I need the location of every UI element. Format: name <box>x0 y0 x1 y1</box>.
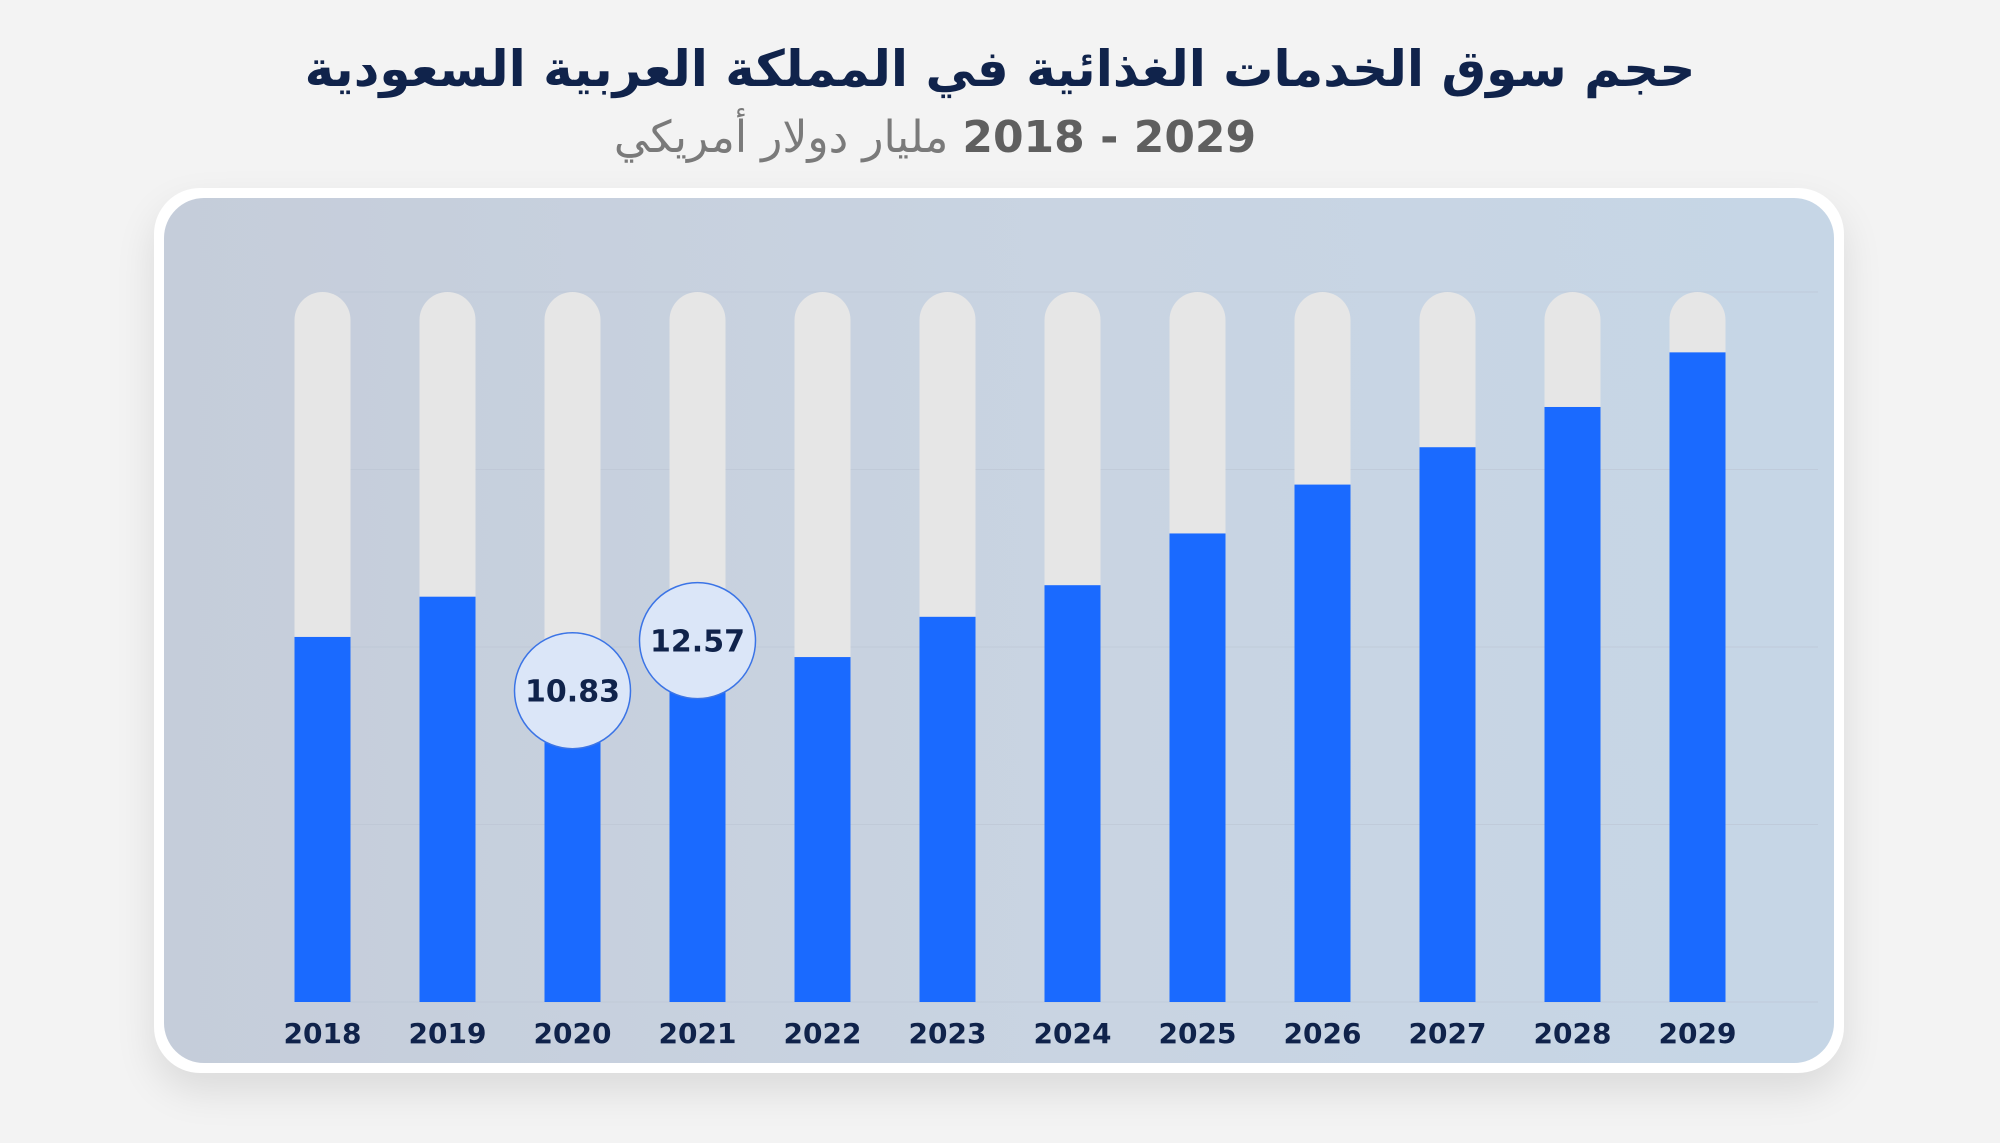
x-axis: 2018 2019 2020 2021 2022 2023 2024 2025 2026 2027… <box>284 1017 1737 1050</box>
bar-2021 <box>669 640 726 1002</box>
bar-2025 <box>1169 533 1226 1002</box>
x-tick-label: 2028 <box>1534 1017 1612 1050</box>
bar-2024 <box>1044 585 1101 1002</box>
x-tick-label: 2029 <box>1659 1017 1737 1050</box>
bar-2023 <box>919 616 976 1002</box>
data-labels: 10.83 12.57 <box>513 581 757 750</box>
x-tick-label: 2022 <box>784 1017 862 1050</box>
x-tick-label: 2023 <box>909 1017 987 1050</box>
bars <box>294 352 1726 1003</box>
bar-2019 <box>419 596 476 1002</box>
bar-2026 <box>1294 484 1351 1003</box>
bar-2028 <box>1544 406 1601 1003</box>
bar-2029 <box>1669 352 1726 1002</box>
x-tick-label: 2026 <box>1284 1017 1362 1050</box>
x-tick-label: 2019 <box>409 1017 487 1050</box>
x-tick-label: 2024 <box>1034 1017 1112 1050</box>
subtitle-unit: مليار دولار أمريكي <box>613 112 949 163</box>
bar-2027 <box>1419 447 1476 1003</box>
subtitle-years: 2029 - 2018 <box>962 112 1257 163</box>
data-label-2020: 10.83 <box>525 675 620 710</box>
bar-2018 <box>294 636 351 1002</box>
x-tick-label: 2021 <box>659 1017 737 1050</box>
x-tick-label: 2027 <box>1409 1017 1487 1050</box>
data-label-2021: 12.57 <box>650 625 745 660</box>
chart-subtitle: 2029 - 2018 مليار دولار أمريكي <box>600 112 1270 163</box>
bar-2022 <box>794 657 851 1002</box>
data-label-bubble-2021 <box>638 581 757 700</box>
chart-title: حجم سوق الخدمات الغذائية في المملكة العر… <box>304 40 1696 98</box>
x-tick-label: 2025 <box>1159 1017 1237 1050</box>
data-label-bubble-2020 <box>513 631 632 750</box>
x-tick-label: 2020 <box>534 1017 612 1050</box>
x-tick-label: 2018 <box>284 1017 362 1050</box>
